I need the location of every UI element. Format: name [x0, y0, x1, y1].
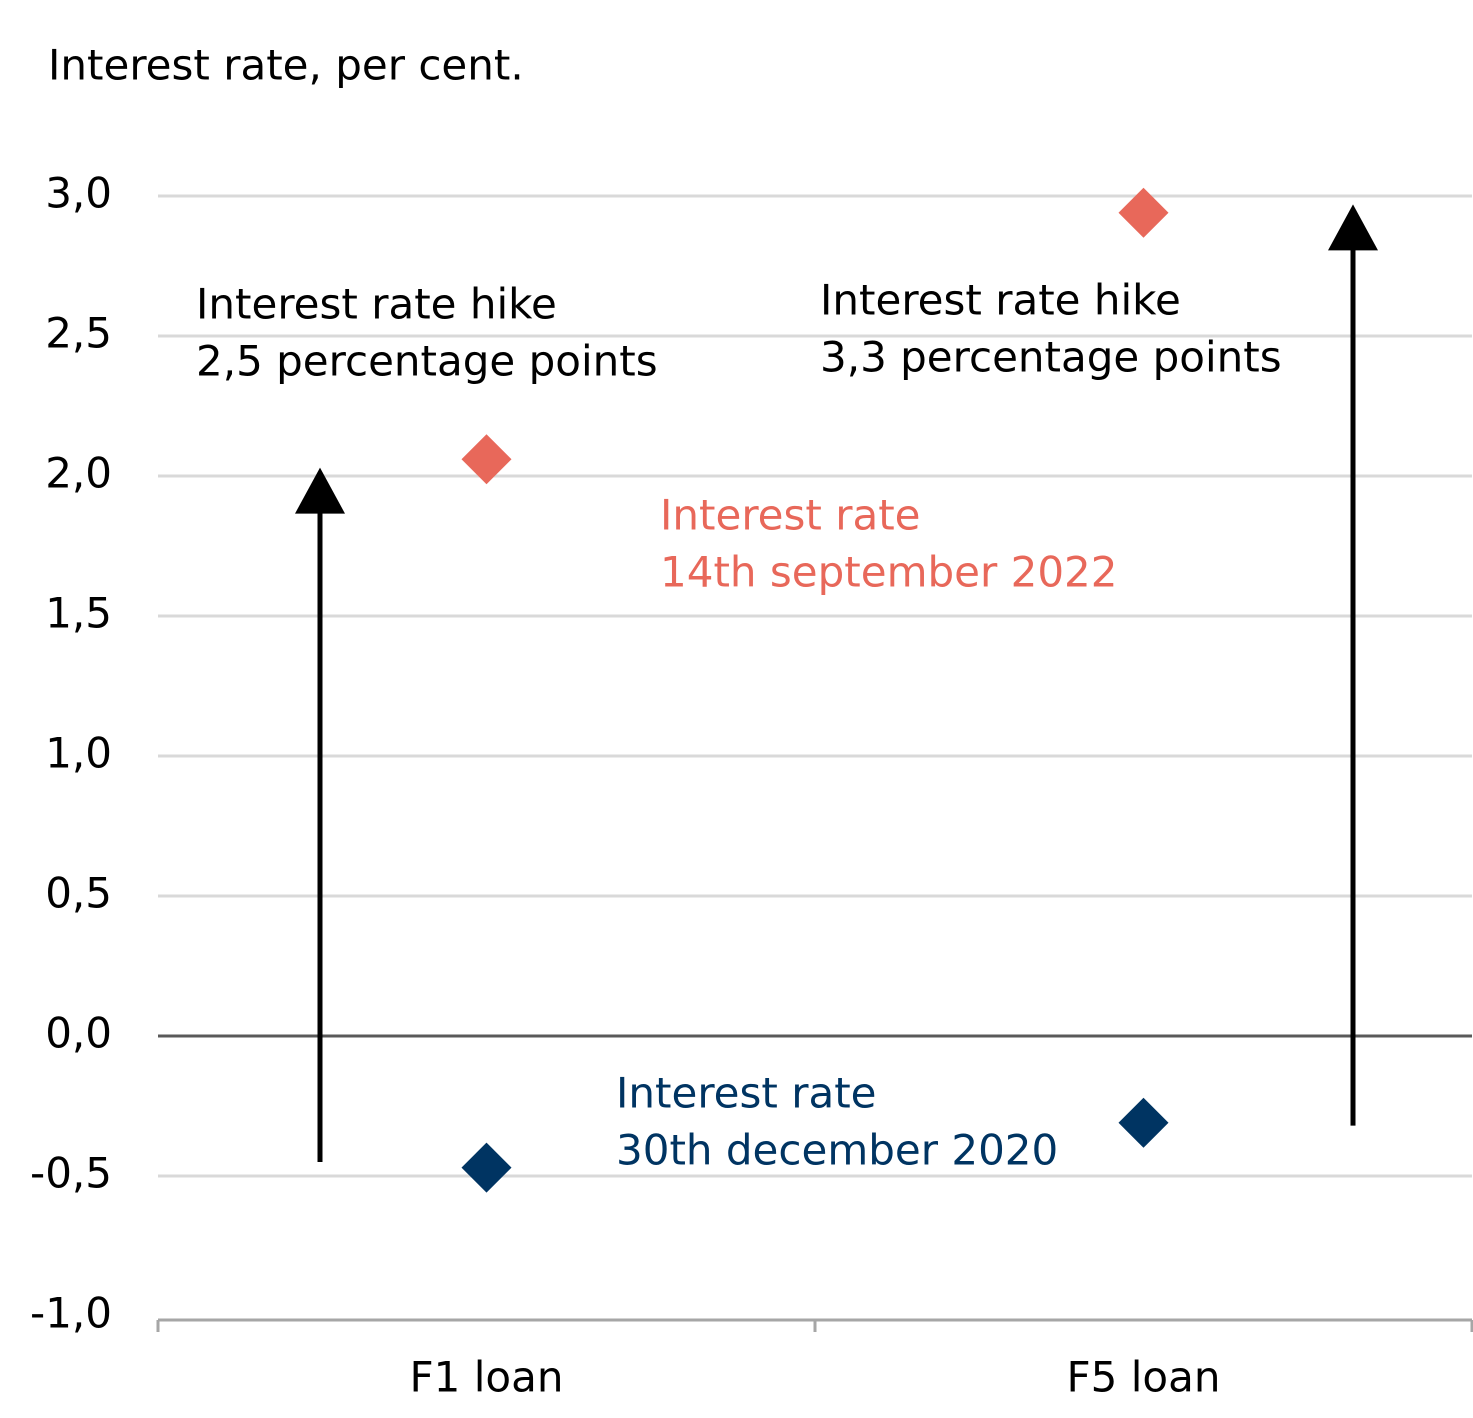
y-tick-label: 1,5 — [45, 589, 112, 638]
series-label: Interest rate — [660, 491, 921, 540]
diamond-marker — [1118, 1097, 1169, 1148]
series-label: 30th december 2020 — [616, 1126, 1058, 1175]
y-tick-label: 0,5 — [45, 869, 112, 918]
y-tick-label: 1,0 — [45, 729, 112, 778]
y-tick-label: 2,5 — [45, 309, 112, 358]
annotation-text: 2,5 percentage points — [196, 337, 658, 386]
annotation-text: Interest rate hike — [820, 276, 1181, 325]
diamond-marker — [461, 1142, 512, 1193]
arrow-head — [1328, 204, 1378, 251]
annotation-text: 3,3 percentage points — [820, 333, 1282, 382]
y-tick-label: -1,0 — [30, 1289, 112, 1338]
diamond-marker — [1118, 187, 1169, 238]
y-axis-title: Interest rate, per cent. — [48, 41, 524, 90]
series-label: Interest rate — [616, 1069, 877, 1118]
series-label: 14th september 2022 — [660, 548, 1118, 597]
x-tick-label: F1 loan — [410, 1353, 564, 1402]
x-tick-label: F5 loan — [1067, 1353, 1221, 1402]
y-tick-label: 0,0 — [45, 1009, 112, 1058]
annotation-text: Interest rate hike — [196, 280, 557, 329]
y-tick-label: -0,5 — [30, 1149, 112, 1198]
y-tick-label: 2,0 — [45, 449, 112, 498]
y-tick-label: 3,0 — [45, 169, 112, 218]
diamond-marker — [461, 434, 512, 485]
arrow-head — [295, 467, 345, 514]
